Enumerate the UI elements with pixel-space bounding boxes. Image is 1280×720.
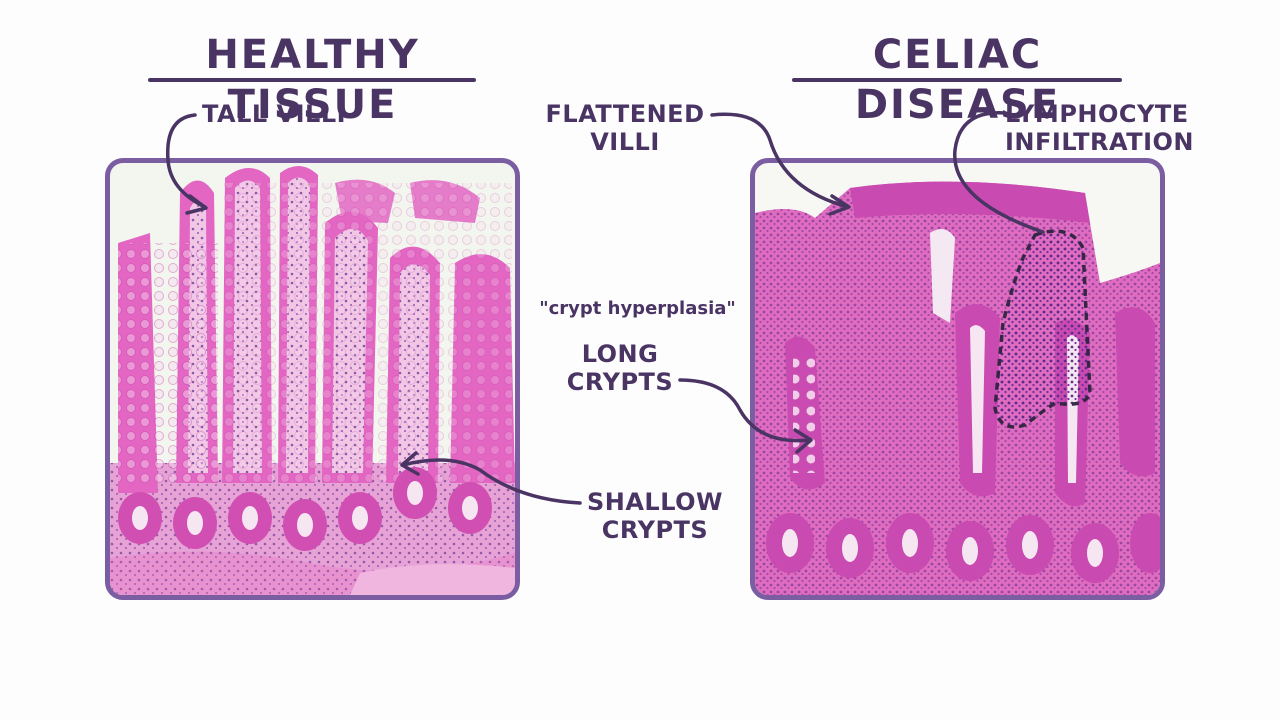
celiac-disease-title: CELIAC DISEASE	[854, 32, 1061, 128]
tall-villi-label: TALL VILLI	[202, 100, 347, 128]
lymphocyte-infiltration-outline	[993, 229, 1092, 429]
healthy-title-underline	[148, 78, 476, 82]
healthy-tissue-micrograph	[105, 158, 520, 600]
flattened-villi-label: FLATTENED VILLI	[545, 100, 705, 156]
crypt-cross-sections	[766, 513, 1160, 583]
long-crypts-label: LONG CRYPTS	[566, 340, 674, 396]
celiac-tissue-illustration	[755, 181, 1160, 595]
crypt-hyperplasia-note: "crypt hyperplasia"	[539, 298, 736, 319]
lymphocyte-infiltration-label: LYMPHOCYTE INFILTRATION	[1005, 100, 1195, 156]
tall-villi	[118, 165, 515, 493]
healthy-tissue-illustration	[110, 165, 515, 595]
healthy-tissue-title: HEALTHY TISSUE	[205, 32, 420, 128]
shallow-crypts-label: SHALLOW CRYPTS	[586, 488, 724, 544]
celiac-title-underline	[792, 78, 1122, 82]
celiac-disease-micrograph	[750, 158, 1165, 600]
